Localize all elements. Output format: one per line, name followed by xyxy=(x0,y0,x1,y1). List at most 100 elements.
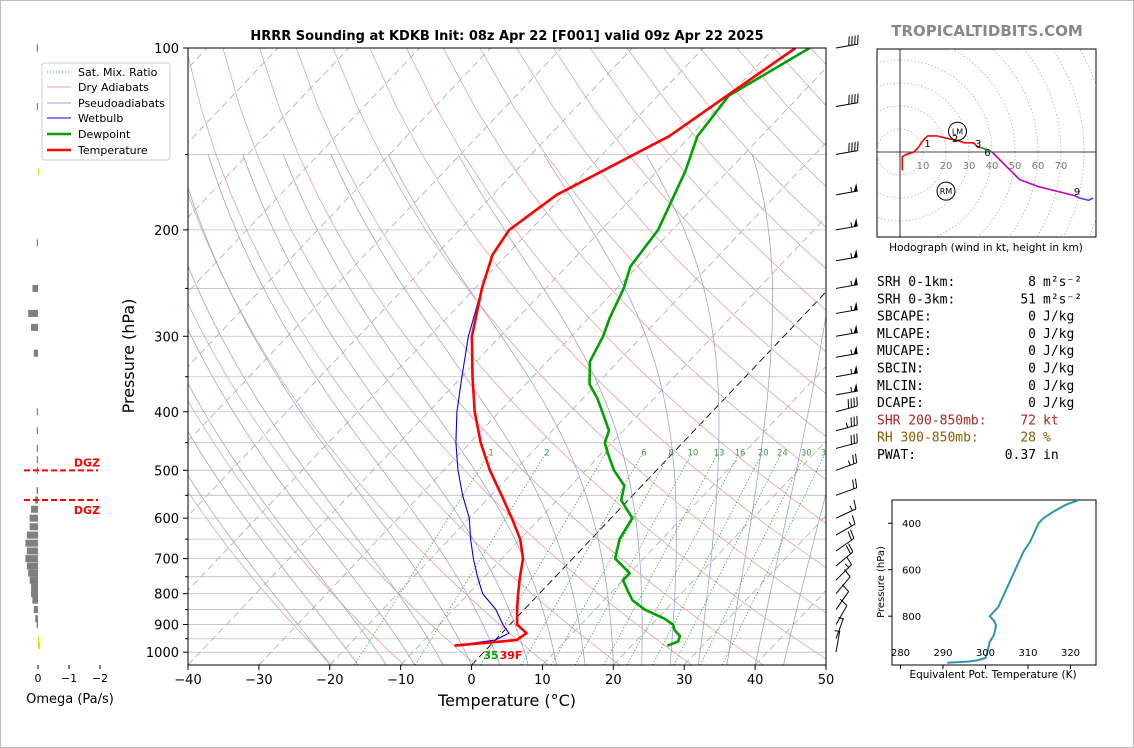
wind-barb-flag xyxy=(853,276,858,286)
stat-label: SRH 0-3km: xyxy=(877,292,955,307)
wind-barb-full xyxy=(847,531,853,541)
wind-barb xyxy=(835,598,848,625)
wind-barb-staff xyxy=(835,284,858,289)
omega-bar xyxy=(33,349,38,357)
wind-barb xyxy=(835,529,855,552)
wind-barb-full xyxy=(839,598,848,606)
mixing-ratio-label: 13 xyxy=(714,448,725,458)
pseudoadiabat-line xyxy=(783,491,826,665)
stat-unit: J/kg xyxy=(1043,310,1074,325)
theta-e-x-tick-label: 290 xyxy=(933,648,952,659)
stat-unit: m²s⁻² xyxy=(1043,275,1082,290)
dgz-label: DGZ xyxy=(74,456,100,469)
isotherm-line xyxy=(188,48,633,517)
hodograph-ring-label: 60 xyxy=(1032,161,1045,172)
omega-bar xyxy=(31,505,38,513)
hodograph-height-label: 3 xyxy=(975,139,981,150)
wind-barb xyxy=(835,34,859,49)
hodograph-ring-label: 50 xyxy=(1009,161,1022,172)
isotherm-line xyxy=(188,48,775,665)
x-tick-label: 40 xyxy=(747,673,764,688)
omega-bar xyxy=(36,239,38,247)
hodograph-caption: Hodograph (wind in kt, height in km) xyxy=(889,242,1083,254)
pseudoadiabat-line xyxy=(207,154,501,665)
wind-barb-half xyxy=(845,422,849,428)
wind-barb xyxy=(834,630,841,653)
stat-unit: J/kg xyxy=(1043,344,1074,359)
stat-label: RH 300-850mb: xyxy=(877,431,979,446)
omega-bar xyxy=(33,606,38,614)
mixing-ratio-line xyxy=(721,453,826,665)
stat-value: 72 xyxy=(1020,413,1036,428)
mixing-ratio-label: 36 xyxy=(821,448,832,458)
omega-bar xyxy=(32,284,38,292)
mixing-ratio-line xyxy=(673,453,782,665)
omega-bar xyxy=(36,408,38,416)
wind-barb-half xyxy=(847,460,851,466)
wind-barb xyxy=(835,183,858,196)
dry-adiabat-line xyxy=(442,48,826,480)
stat-unit: in xyxy=(1043,448,1059,463)
wind-barb-staff xyxy=(835,605,848,625)
storm-motion-label: LM xyxy=(952,127,963,136)
omega-bar xyxy=(36,444,38,452)
skewt-axes: −40 −30 −20 −10 0 10 20 30 40 50 100 200 300 400 500 60… xyxy=(146,42,834,688)
theta-e-clip-group xyxy=(947,500,1080,664)
wind-barb-staff xyxy=(835,537,855,552)
wetbulb-trace xyxy=(454,48,796,647)
stat-label: MUCAPE: xyxy=(877,344,932,359)
x-tick-label: 10 xyxy=(534,673,551,688)
dry-adiabat-line xyxy=(553,48,826,353)
omega-bar xyxy=(26,562,38,570)
hodograph-segment xyxy=(1079,197,1094,202)
wind-barb-flag xyxy=(853,249,858,258)
pseudoadiabat-line xyxy=(645,154,720,665)
omega-tick-label: −1 xyxy=(61,672,77,685)
omega-bar xyxy=(29,523,38,531)
omega-bar xyxy=(28,309,38,317)
wind-barb-half xyxy=(850,368,853,375)
wind-barb-staff xyxy=(835,442,858,449)
hodograph-segment xyxy=(980,146,993,153)
theta-e-x-tick-label: 310 xyxy=(1018,648,1037,659)
y-tick-label: 500 xyxy=(154,464,179,479)
legend-label: Temperature xyxy=(77,144,148,157)
wind-barb-staff xyxy=(835,102,858,108)
wind-barb xyxy=(835,345,858,358)
dry-adiabat-line xyxy=(295,48,826,660)
theta-e-y-tick-label: 800 xyxy=(902,612,921,623)
mixing-ratio-line xyxy=(574,453,692,665)
wind-barb-staff xyxy=(835,331,858,337)
y-tick-label: 300 xyxy=(154,330,179,345)
stat-value: 0 xyxy=(1028,379,1036,394)
pseudoadiabat-line xyxy=(188,382,387,665)
pseudoadiabat-line xyxy=(188,186,472,665)
omega-bar xyxy=(36,427,38,435)
dry-adiabat-line xyxy=(479,48,826,437)
stat-value: 0 xyxy=(1028,396,1036,411)
mixing-ratio-label: 10 xyxy=(687,448,698,458)
stats-table: SRH 0-1km: 8 m²s⁻² SRH 0-3km: 51 m²s⁻² SBCAPE:… xyxy=(877,275,1082,463)
wind-barb xyxy=(835,276,858,289)
mixing-ratio-label: 6 xyxy=(641,448,646,458)
temperature-trace xyxy=(454,48,797,647)
hodograph-ring-label: 30 xyxy=(963,161,976,172)
wind-barb-staff xyxy=(835,256,858,262)
wind-barb-half xyxy=(850,328,853,334)
omega-bar xyxy=(36,456,38,464)
legend-label: Dry Adiabats xyxy=(78,81,149,94)
storm-motion-label: RM xyxy=(940,187,953,196)
stat-label: MLCAPE: xyxy=(877,327,932,342)
theta-e-y-tick-label: 400 xyxy=(902,519,921,530)
wind-barb-full xyxy=(851,515,856,525)
stat-label: PWAT: xyxy=(877,448,916,463)
mixing-ratio-line xyxy=(626,453,739,665)
skewt-traces xyxy=(454,48,811,647)
wind-barb-full xyxy=(852,454,855,464)
dry-adiabat-line xyxy=(589,48,826,311)
mixing-ratio-line xyxy=(353,453,490,665)
wind-barb xyxy=(835,478,858,496)
stat-label: MLCIN: xyxy=(877,379,924,394)
stat-unit: m²s⁻² xyxy=(1043,292,1082,307)
wind-barb-full xyxy=(852,479,855,489)
